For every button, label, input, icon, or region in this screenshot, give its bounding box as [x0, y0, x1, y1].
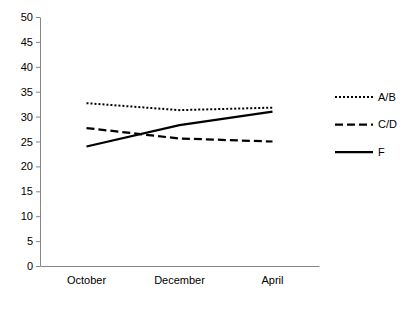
y-tick: 0: [27, 260, 40, 272]
y-tick: 50: [21, 11, 40, 23]
y-tick: 40: [21, 61, 40, 73]
y-tick: 20: [21, 160, 40, 172]
y-tick: 25: [21, 136, 40, 148]
y-tick: 15: [21, 185, 40, 197]
legend-entry: F: [335, 146, 385, 158]
x-tick-label: October: [67, 274, 106, 286]
y-tick-mark: [36, 266, 40, 267]
y-tick-label: 25: [21, 136, 33, 148]
y-tick: 35: [21, 86, 40, 98]
x-tick: December: [154, 274, 205, 286]
y-tick-mark: [36, 216, 40, 217]
y-tick-label: 15: [21, 185, 33, 197]
y-tick-label: 35: [21, 86, 33, 98]
legend-label: C/D: [378, 118, 397, 130]
y-tick: 5: [27, 235, 40, 247]
y-tick-label: 20: [21, 160, 33, 172]
y-tick-mark: [36, 142, 40, 143]
lines: [87, 103, 273, 146]
y-tick-mark: [36, 117, 40, 118]
y-tick: 10: [21, 210, 40, 222]
legend-swatch: [335, 151, 373, 153]
y-tick-mark: [36, 17, 40, 18]
y-tick-label: 40: [21, 61, 33, 73]
legend: A/B C/D F: [335, 91, 397, 158]
legend-label: A/B: [378, 91, 396, 103]
y-tick-label: 50: [21, 11, 33, 23]
y-axis: 0 5 10 15 20 25 30 35 40 45 50: [21, 11, 41, 272]
legend-swatch: [335, 96, 373, 98]
y-tick-mark: [36, 92, 40, 93]
y-tick-label: 45: [21, 36, 33, 48]
legend-entry: A/B: [335, 91, 396, 103]
legend-label: F: [378, 146, 385, 158]
x-tick: October: [67, 274, 106, 286]
x-axis: October December April: [41, 267, 320, 286]
plot: 0 5 10 15 20 25 30 35 40 45 50 October December April: [21, 11, 320, 286]
y-axis-line: [40, 18, 41, 267]
y-tick-mark: [36, 42, 40, 43]
y-tick-mark: [36, 166, 40, 167]
x-tick-label: April: [261, 274, 283, 286]
series-line: [87, 112, 273, 147]
y-tick-label: 10: [21, 210, 33, 222]
series-line: [87, 103, 273, 110]
y-tick-label: 5: [27, 235, 33, 247]
y-tick-label: 0: [27, 260, 33, 272]
x-axis-line: [41, 266, 320, 267]
y-tick-mark: [36, 67, 40, 68]
y-tick-label: 30: [21, 111, 33, 123]
y-tick-mark: [36, 191, 40, 192]
y-tick: 30: [21, 111, 40, 123]
x-tick: April: [261, 274, 283, 286]
legend-entry: C/D: [335, 118, 397, 130]
chart: 0 5 10 15 20 25 30 35 40 45 50 October December April…: [0, 0, 413, 309]
legend-swatch: [335, 123, 373, 125]
y-tick-mark: [36, 241, 40, 242]
x-tick-label: December: [154, 274, 205, 286]
y-tick: 45: [21, 36, 40, 48]
